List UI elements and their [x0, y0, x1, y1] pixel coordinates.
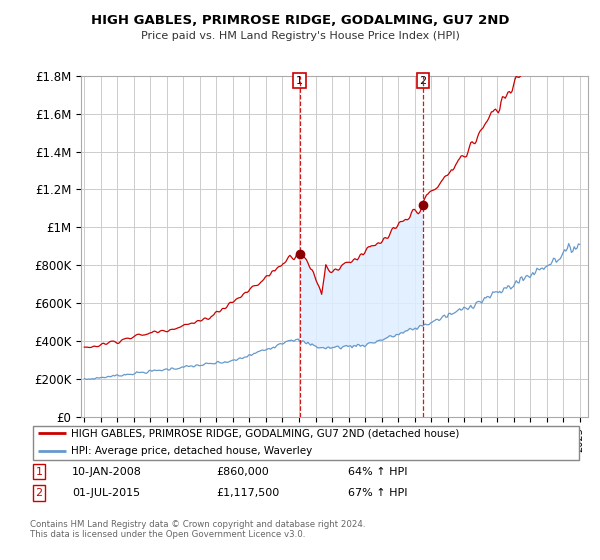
Text: 64% ↑ HPI: 64% ↑ HPI [348, 466, 407, 477]
Text: £1,117,500: £1,117,500 [216, 488, 279, 498]
Text: Contains HM Land Registry data © Crown copyright and database right 2024.
This d: Contains HM Land Registry data © Crown c… [30, 520, 365, 539]
FancyBboxPatch shape [33, 426, 579, 460]
Text: 1: 1 [296, 76, 303, 86]
Text: Price paid vs. HM Land Registry's House Price Index (HPI): Price paid vs. HM Land Registry's House … [140, 31, 460, 41]
Text: HPI: Average price, detached house, Waverley: HPI: Average price, detached house, Wave… [71, 446, 313, 456]
Text: HIGH GABLES, PRIMROSE RIDGE, GODALMING, GU7 2ND (detached house): HIGH GABLES, PRIMROSE RIDGE, GODALMING, … [71, 428, 460, 438]
Text: £860,000: £860,000 [216, 466, 269, 477]
Text: 10-JAN-2008: 10-JAN-2008 [72, 466, 142, 477]
Text: 1: 1 [35, 466, 43, 477]
Text: 01-JUL-2015: 01-JUL-2015 [72, 488, 140, 498]
Text: HIGH GABLES, PRIMROSE RIDGE, GODALMING, GU7 2ND: HIGH GABLES, PRIMROSE RIDGE, GODALMING, … [91, 14, 509, 27]
Text: 67% ↑ HPI: 67% ↑ HPI [348, 488, 407, 498]
Text: 2: 2 [419, 76, 427, 86]
Text: 2: 2 [35, 488, 43, 498]
